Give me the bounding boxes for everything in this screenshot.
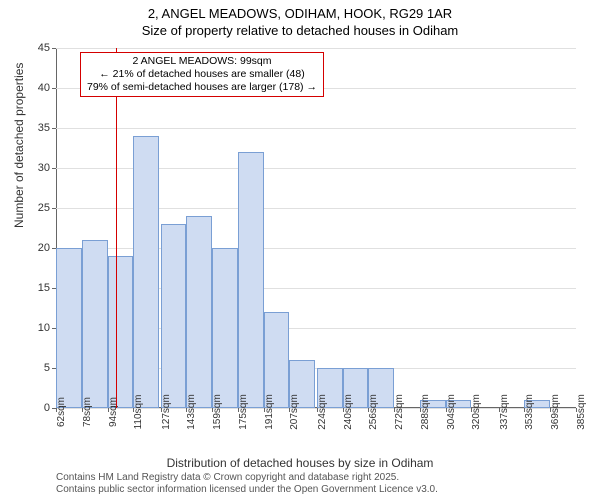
x-tick-mark: [524, 408, 525, 412]
y-tick-label: 0: [44, 402, 50, 414]
x-tick-mark: [420, 408, 421, 412]
x-tick-label: 369sqm: [550, 394, 561, 430]
x-tick-mark: [186, 408, 187, 412]
x-tick-mark: [499, 408, 500, 412]
x-tick-mark: [56, 408, 57, 412]
x-tick-mark: [550, 408, 551, 412]
x-tick-mark: [161, 408, 162, 412]
x-tick-mark: [133, 408, 134, 412]
x-tick-mark: [317, 408, 318, 412]
x-tick-label: 143sqm: [186, 394, 197, 430]
x-tick-label: 159sqm: [212, 394, 223, 430]
y-tick-label: 10: [38, 322, 50, 334]
gridline: [56, 128, 576, 129]
x-tick-label: 353sqm: [524, 394, 535, 430]
x-tick-label: 78sqm: [82, 397, 93, 427]
footer-attribution: Contains HM Land Registry data © Crown c…: [56, 472, 438, 496]
x-tick-label: 288sqm: [420, 394, 431, 430]
y-tick-label: 25: [38, 202, 50, 214]
x-tick-mark: [238, 408, 239, 412]
histogram-bar: [212, 248, 238, 408]
x-tick-label: 337sqm: [499, 394, 510, 430]
x-tick-label: 94sqm: [108, 397, 119, 427]
y-tick-label: 20: [38, 242, 50, 254]
x-tick-label: 127sqm: [161, 394, 172, 430]
annotation-line: 2 ANGEL MEADOWS: 99sqm: [87, 55, 317, 68]
x-tick-mark: [368, 408, 369, 412]
x-tick-mark: [82, 408, 83, 412]
chart-area: 05101520253035404562sqm78sqm94sqm110sqm1…: [56, 48, 576, 408]
histogram-bar: [133, 136, 159, 408]
annotation-line: 79% of semi-detached houses are larger (…: [87, 81, 317, 94]
x-tick-label: 175sqm: [238, 394, 249, 430]
x-tick-label: 385sqm: [576, 394, 587, 430]
y-tick-mark: [52, 168, 56, 169]
x-tick-label: 191sqm: [264, 394, 275, 430]
histogram-bar: [186, 216, 212, 408]
title-line2: Size of property relative to detached ho…: [0, 23, 600, 40]
x-tick-label: 240sqm: [343, 394, 354, 430]
reference-marker-line: [116, 48, 117, 408]
x-tick-label: 304sqm: [446, 394, 457, 430]
annotation-box: 2 ANGEL MEADOWS: 99sqm← 21% of detached …: [80, 52, 324, 97]
y-tick-label: 40: [38, 82, 50, 94]
x-tick-mark: [289, 408, 290, 412]
histogram-bar: [238, 152, 264, 408]
x-tick-mark: [343, 408, 344, 412]
plot-region: 05101520253035404562sqm78sqm94sqm110sqm1…: [56, 48, 576, 408]
x-tick-label: 110sqm: [133, 395, 144, 430]
y-tick-label: 5: [44, 362, 50, 374]
x-tick-label: 272sqm: [394, 394, 405, 430]
y-tick-mark: [52, 128, 56, 129]
chart-title: 2, ANGEL MEADOWS, ODIHAM, HOOK, RG29 1AR…: [0, 0, 600, 40]
gridline: [56, 48, 576, 49]
x-tick-mark: [394, 408, 395, 412]
x-tick-label: 224sqm: [317, 394, 328, 430]
histogram-bar: [82, 240, 108, 408]
footer-line2: Contains public sector information licen…: [56, 484, 438, 496]
x-tick-label: 320sqm: [471, 394, 482, 430]
x-tick-mark: [108, 408, 109, 412]
x-tick-label: 207sqm: [289, 394, 300, 430]
annotation-line: ← 21% of detached houses are smaller (48…: [87, 68, 317, 81]
y-tick-mark: [52, 88, 56, 89]
y-tick-label: 15: [38, 282, 50, 294]
y-axis-label: Number of detached properties: [12, 63, 26, 228]
histogram-bar: [108, 256, 134, 408]
x-tick-mark: [471, 408, 472, 412]
x-tick-label: 256sqm: [368, 394, 379, 430]
x-tick-mark: [576, 408, 577, 412]
histogram-bar: [161, 224, 187, 408]
y-tick-label: 45: [38, 42, 50, 54]
histogram-bar: [56, 248, 82, 408]
x-tick-mark: [212, 408, 213, 412]
footer-line1: Contains HM Land Registry data © Crown c…: [56, 472, 438, 484]
y-tick-mark: [52, 208, 56, 209]
y-tick-mark: [52, 48, 56, 49]
x-axis-label: Distribution of detached houses by size …: [0, 456, 600, 470]
y-tick-label: 30: [38, 162, 50, 174]
x-tick-mark: [264, 408, 265, 412]
x-tick-label: 62sqm: [56, 397, 67, 427]
title-line1: 2, ANGEL MEADOWS, ODIHAM, HOOK, RG29 1AR: [0, 6, 600, 23]
x-tick-mark: [446, 408, 447, 412]
y-tick-label: 35: [38, 122, 50, 134]
